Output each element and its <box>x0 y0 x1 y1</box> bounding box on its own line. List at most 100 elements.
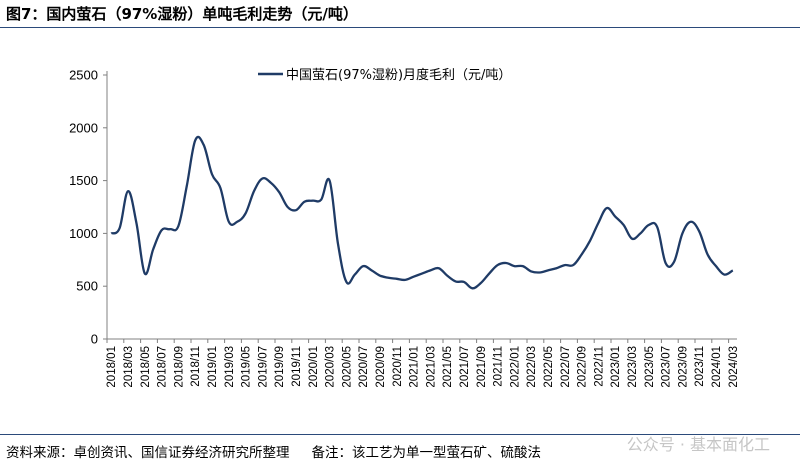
x-tick-label: 2020/09 <box>375 346 387 388</box>
data-point <box>186 185 188 187</box>
data-point <box>480 282 482 284</box>
data-point <box>547 269 549 271</box>
data-point <box>429 269 431 271</box>
data-point <box>530 270 532 272</box>
data-point <box>589 240 591 242</box>
data-point <box>110 232 112 234</box>
x-tick-label: 2020/11 <box>392 346 404 387</box>
y-tick-label: 0 <box>91 332 98 347</box>
x-tick-label: 2024/03 <box>728 346 740 388</box>
data-point <box>379 274 381 276</box>
y-tick-label: 500 <box>76 279 98 294</box>
footer-divider <box>0 434 800 435</box>
x-tick-label: 2022/03 <box>526 346 538 388</box>
data-point <box>211 173 213 175</box>
data-point <box>715 265 717 267</box>
data-point <box>572 264 574 266</box>
data-point <box>370 269 372 271</box>
data-point <box>656 226 658 228</box>
data-point <box>286 206 288 208</box>
remark-text: 备注：该工艺为单一型萤石矿、硫酸法 <box>311 445 542 461</box>
data-point <box>194 139 196 141</box>
x-tick-label: 2018/03 <box>123 346 135 388</box>
data-point <box>396 278 398 280</box>
x-tick-label: 2019/11 <box>291 346 303 387</box>
x-tick-label: 2019/09 <box>274 346 286 388</box>
series-group <box>110 135 734 290</box>
data-point <box>177 225 179 227</box>
data-point <box>118 227 120 229</box>
data-point <box>320 198 322 200</box>
data-point <box>446 274 448 276</box>
y-tick-label: 1000 <box>69 226 98 241</box>
x-tick-label: 2019/05 <box>241 346 253 388</box>
watermark-text: 公众号 · 基本面化工 <box>626 435 770 454</box>
x-tick-label: 2024/01 <box>711 346 723 388</box>
data-point <box>698 230 700 232</box>
data-point <box>555 267 557 269</box>
data-point <box>387 277 389 279</box>
data-point <box>564 264 566 266</box>
data-point <box>152 248 154 250</box>
x-tick-label: 2021/03 <box>425 346 437 388</box>
figure-title: 图7：国内萤石（97%湿粉）单吨毛利走势（元/吨） <box>6 5 358 23</box>
source-text: 资料来源：卓创资讯、国信证券经济研究所整理 <box>6 445 290 461</box>
x-tick-label: 2018/09 <box>173 346 185 388</box>
y-tick-label: 2000 <box>69 120 98 135</box>
x-tick-label: 2023/05 <box>644 346 656 388</box>
data-point <box>169 228 171 230</box>
data-point <box>202 143 204 145</box>
data-point <box>648 224 650 226</box>
y-tick-label: 1500 <box>69 173 98 188</box>
x-tick-label: 2020/05 <box>341 346 353 388</box>
x-axis: 2018/01 2018/03 2018/05 2018/07 2018/09 2018/… <box>106 338 740 388</box>
x-tick-label: 2021/07 <box>459 346 471 388</box>
x-tick-label: 2020/03 <box>325 346 337 388</box>
data-point <box>337 243 339 245</box>
data-point <box>631 237 633 239</box>
x-tick-label: 2023/01 <box>610 346 622 388</box>
data-point <box>463 281 465 283</box>
data-point <box>354 273 356 275</box>
data-point <box>622 224 624 226</box>
data-point <box>270 182 272 184</box>
data-point <box>228 221 230 223</box>
y-tick-label: 2500 <box>69 68 98 83</box>
x-tick-label: 2021/09 <box>476 346 488 388</box>
x-tick-label: 2022/09 <box>577 346 589 388</box>
data-point <box>673 261 675 263</box>
x-tick-label: 2018/11 <box>190 346 202 387</box>
data-point <box>706 253 708 255</box>
data-point <box>639 232 641 234</box>
data-point <box>597 222 599 224</box>
data-point <box>538 271 540 273</box>
source-note: 资料来源：卓创资讯、国信证券经济研究所整理 备注：该工艺为单一型萤石矿、硫酸法 <box>6 441 541 461</box>
x-tick-label: 2019/03 <box>224 346 236 388</box>
data-point <box>606 207 608 209</box>
x-tick-label: 2021/11 <box>493 346 505 387</box>
legend: 中国萤石(97%湿粉)月度毛利（元/吨） <box>258 67 511 83</box>
data-point <box>160 229 162 231</box>
data-point <box>505 262 507 264</box>
x-tick-label: 2019/01 <box>207 346 219 388</box>
data-point <box>278 191 280 193</box>
data-point <box>690 221 692 223</box>
data-point <box>681 232 683 234</box>
data-point <box>614 215 616 217</box>
y-axis: 0 500 1000 1500 2000 2500 <box>69 68 108 347</box>
series-line-gross-margin <box>110 135 734 290</box>
data-point <box>261 177 263 179</box>
data-point <box>664 262 666 264</box>
x-tick-label: 2020/07 <box>358 346 370 388</box>
data-point <box>412 275 414 277</box>
data-point <box>471 287 473 289</box>
legend-label: 中国萤石(97%湿粉)月度毛利（元/吨） <box>286 67 511 83</box>
data-point <box>127 190 129 192</box>
data-point <box>328 179 330 181</box>
data-point <box>303 201 305 203</box>
data-point <box>513 265 515 267</box>
data-point <box>732 269 734 271</box>
x-tick-label: 2023/07 <box>661 346 673 388</box>
x-tick-label: 2023/03 <box>627 346 639 388</box>
